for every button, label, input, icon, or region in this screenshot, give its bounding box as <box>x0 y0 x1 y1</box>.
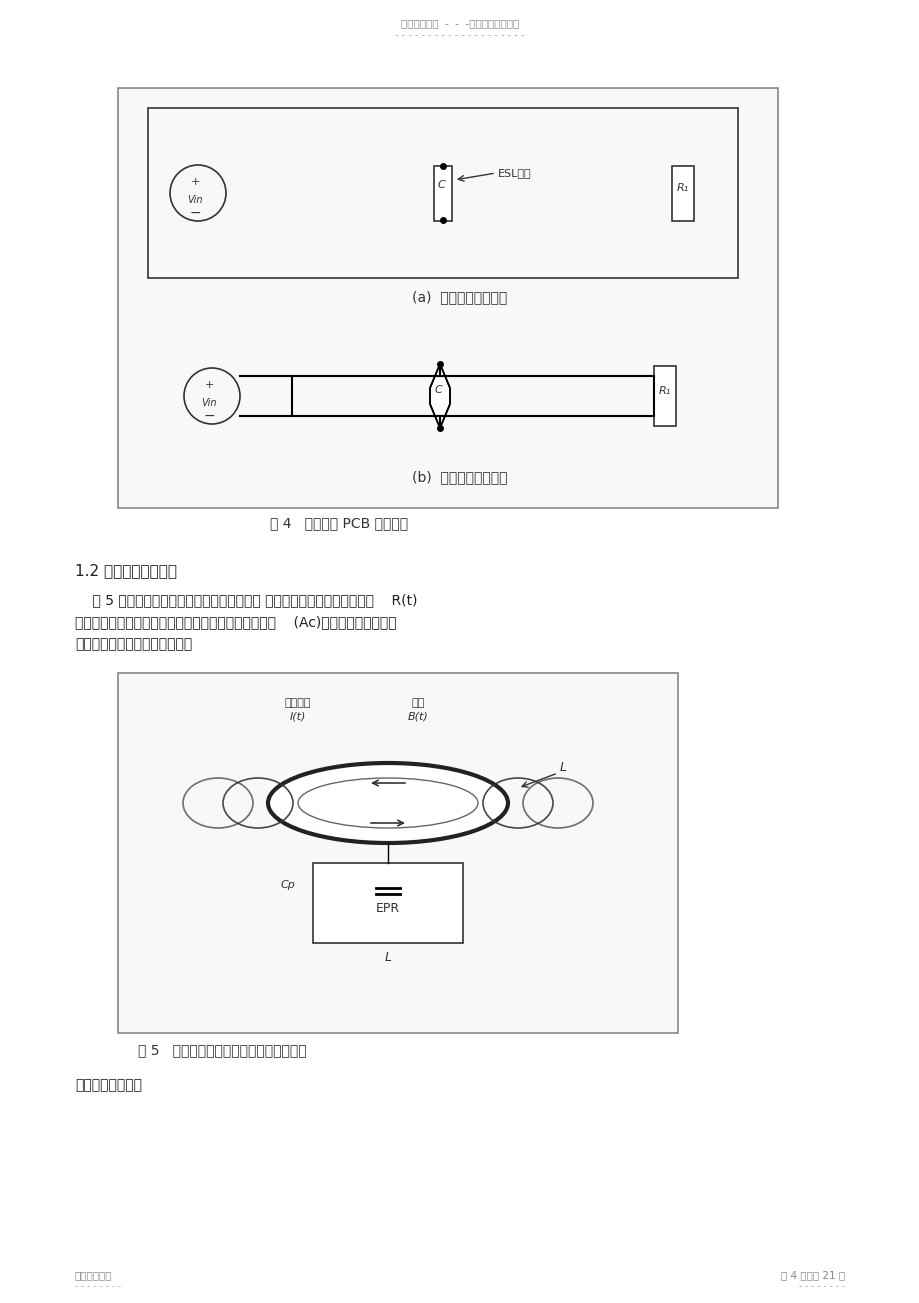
Text: 图 4   滤波电路 PCB 走线方式: 图 4 滤波电路 PCB 走线方式 <box>269 516 408 530</box>
Text: 第 4 页，共 21 页: 第 4 页，共 21 页 <box>780 1270 844 1280</box>
Bar <box>671 165 693 222</box>
Text: L: L <box>384 951 391 964</box>
Text: 名师资料总结  -  -  -精品资料欢迎下载: 名师资料总结 - - -精品资料欢迎下载 <box>401 18 518 27</box>
Text: ESL增大: ESL增大 <box>497 168 531 179</box>
Text: 1.2 电感高频滤波特性: 1.2 电感高频滤波特性 <box>75 563 176 579</box>
Text: Vin: Vin <box>187 195 202 205</box>
Text: (b)  效果好的走线方式: (b) 效果好的走线方式 <box>412 470 507 483</box>
Text: −: − <box>189 206 200 220</box>
Ellipse shape <box>298 778 478 827</box>
Text: 电感的基本公式是: 电感的基本公式是 <box>75 1078 142 1092</box>
Text: - - - - - - - -: - - - - - - - - <box>798 1282 844 1291</box>
Text: - - - - - - - - - - - - - - - - - - - -: - - - - - - - - - - - - - - - - - - - - <box>395 30 524 40</box>
FancyBboxPatch shape <box>118 674 677 1033</box>
Text: Vin: Vin <box>201 397 217 408</box>
Bar <box>434 165 451 222</box>
Text: Cp: Cp <box>279 880 295 890</box>
Text: C: C <box>434 384 441 395</box>
Text: B(t): B(t) <box>407 711 428 721</box>
FancyBboxPatch shape <box>118 89 777 508</box>
Text: C: C <box>437 180 445 190</box>
Text: +: + <box>204 380 213 390</box>
Text: EPR: EPR <box>376 902 400 915</box>
Bar <box>148 108 737 278</box>
Text: (a)  效果差的走线方式: (a) 效果差的走线方式 <box>412 291 507 304</box>
Bar <box>312 863 462 943</box>
Text: +: + <box>190 177 199 188</box>
Text: 的内外部产生很大的电磁干扰。: 的内外部产生很大的电磁干扰。 <box>75 637 192 652</box>
Polygon shape <box>429 364 449 427</box>
Text: - - - - - - - -: - - - - - - - - <box>75 1282 121 1291</box>
Text: 将环绕在此环路的外部和内部。如果高频电流环路面积    (Ac)很大，就会在此环路: 将环绕在此环路的外部和内部。如果高频电流环路面积 (Ac)很大，就会在此环路 <box>75 615 396 629</box>
Text: 图 5 中的电流环路类似于一匝线圈的电感。 高频交流电流所产生的电磁场    R(t): 图 5 中的电流环路类似于一匝线圈的电感。 高频交流电流所产生的电磁场 R(t) <box>75 593 417 607</box>
Bar <box>653 366 675 426</box>
Text: 图 5   电感结构和寄生等效并联电容和电阻: 图 5 电感结构和寄生等效并联电容和电阻 <box>138 1042 306 1057</box>
Text: −: − <box>203 409 214 423</box>
Text: L: L <box>560 761 566 774</box>
Text: 磁场: 磁场 <box>411 698 425 708</box>
Text: 名师精心整理: 名师精心整理 <box>75 1270 112 1280</box>
Text: R₁: R₁ <box>676 182 688 193</box>
Text: R₁: R₁ <box>658 386 670 396</box>
Ellipse shape <box>267 764 507 843</box>
Text: 交流电流: 交流电流 <box>285 698 311 708</box>
Text: I(t): I(t) <box>289 711 306 721</box>
